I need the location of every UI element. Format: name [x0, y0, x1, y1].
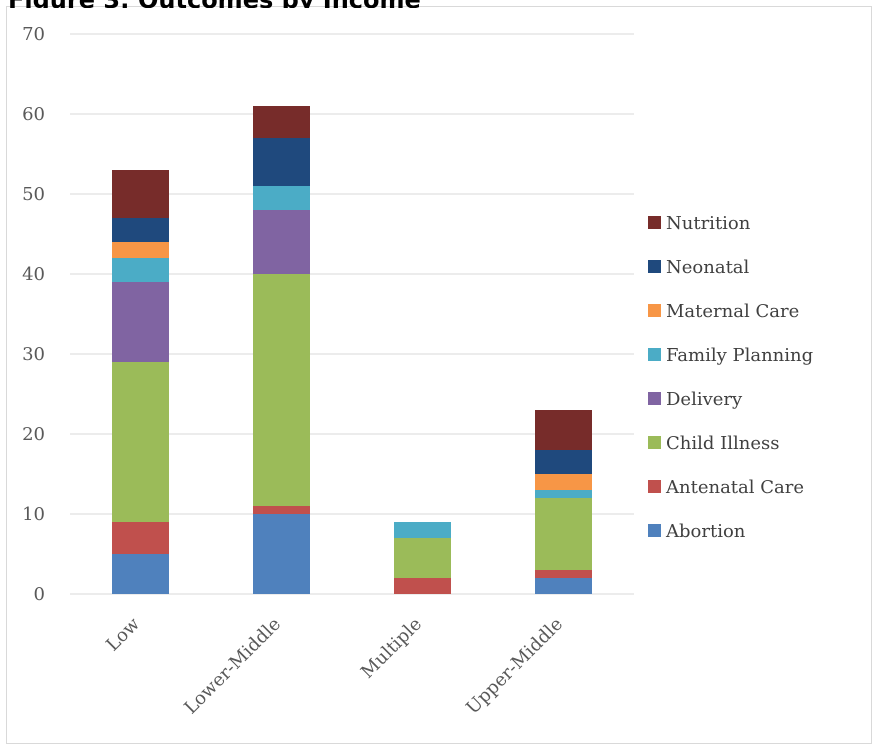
- legend-label-delivery: Delivery: [666, 389, 743, 410]
- bar-lower-middle-nutrition: [253, 106, 310, 138]
- bar-upper-middle-family-planning: [535, 490, 592, 498]
- bar-low-child-illness: [112, 362, 169, 522]
- bar-low-nutrition: [112, 170, 169, 218]
- x-tick-label-lower-middle: Lower-Middle: [180, 614, 285, 719]
- bar-multiple-child-illness: [394, 538, 451, 578]
- y-tick-label-30: 30: [22, 344, 45, 365]
- bar-upper-middle-child-illness: [535, 498, 592, 570]
- legend-swatch-family-planning: [648, 348, 661, 361]
- y-tick-label-50: 50: [22, 184, 45, 205]
- y-axis-ticks: 0 10 20 30 40 50 60 70: [22, 24, 45, 605]
- legend-swatch-nutrition: [648, 216, 661, 229]
- legend-swatch-neonatal: [648, 260, 661, 273]
- bar-lower-middle-family-planning: [253, 186, 310, 210]
- legend-label-child-illness: Child Illness: [666, 433, 779, 454]
- legend-label-maternal-care: Maternal Care: [666, 301, 799, 322]
- legend-label-nutrition: Nutrition: [666, 213, 751, 234]
- legend-swatch-abortion: [648, 524, 661, 537]
- bar-upper-middle-antenatal-care: [535, 570, 592, 578]
- x-tick-label-low: Low: [102, 613, 144, 655]
- legend-label-abortion: Abortion: [665, 521, 746, 542]
- y-tick-label-0: 0: [34, 584, 45, 605]
- y-tick-label-20: 20: [22, 424, 45, 445]
- bar-upper-middle-abortion: [535, 578, 592, 594]
- bar-low-neonatal: [112, 218, 169, 242]
- bar-upper-middle-nutrition: [535, 410, 592, 450]
- legend-label-antenatal-care: Antenatal Care: [665, 477, 804, 498]
- bar-lower-middle-neonatal: [253, 138, 310, 186]
- bar-upper-middle-maternal-care: [535, 474, 592, 490]
- bar-lower-middle-delivery: [253, 210, 310, 274]
- legend-swatch-maternal-care: [648, 304, 661, 317]
- chart-title: Figure 3: Outcomes by Income: [0, 0, 875, 8]
- legend-label-family-planning: Family Planning: [666, 345, 813, 366]
- y-tick-label-70: 70: [22, 24, 45, 45]
- bar-low-abortion: [112, 554, 169, 594]
- bar-low-antenatal-care: [112, 522, 169, 554]
- bar-low-maternal-care: [112, 242, 169, 258]
- x-tick-label-multiple: Multiple: [357, 614, 426, 683]
- bar-lower-middle-child-illness: [253, 274, 310, 506]
- bar-low-delivery: [112, 282, 169, 362]
- legend-swatch-child-illness: [648, 436, 661, 449]
- y-tick-label-40: 40: [22, 264, 45, 285]
- legend-label-neonatal: Neonatal: [666, 257, 750, 278]
- y-tick-label-60: 60: [22, 104, 45, 125]
- bar-upper-middle-neonatal: [535, 450, 592, 474]
- legend: Nutrition Neonatal Maternal Care Family Pla…: [648, 213, 813, 542]
- x-tick-label-upper-middle: Upper-Middle: [462, 614, 567, 719]
- bar-lower-middle-abortion: [253, 514, 310, 594]
- bar-multiple-antenatal-care: [394, 578, 451, 594]
- bar-low-family-planning: [112, 258, 169, 282]
- y-tick-label-10: 10: [22, 504, 45, 525]
- x-axis-ticks: Low Lower-Middle Multiple Upper-Middle: [102, 613, 567, 718]
- bar-lower-middle-antenatal-care: [253, 506, 310, 514]
- legend-swatch-delivery: [648, 392, 661, 405]
- legend-swatch-antenatal-care: [648, 480, 661, 493]
- bar-multiple-family-planning: [394, 522, 451, 538]
- bars: [112, 106, 592, 594]
